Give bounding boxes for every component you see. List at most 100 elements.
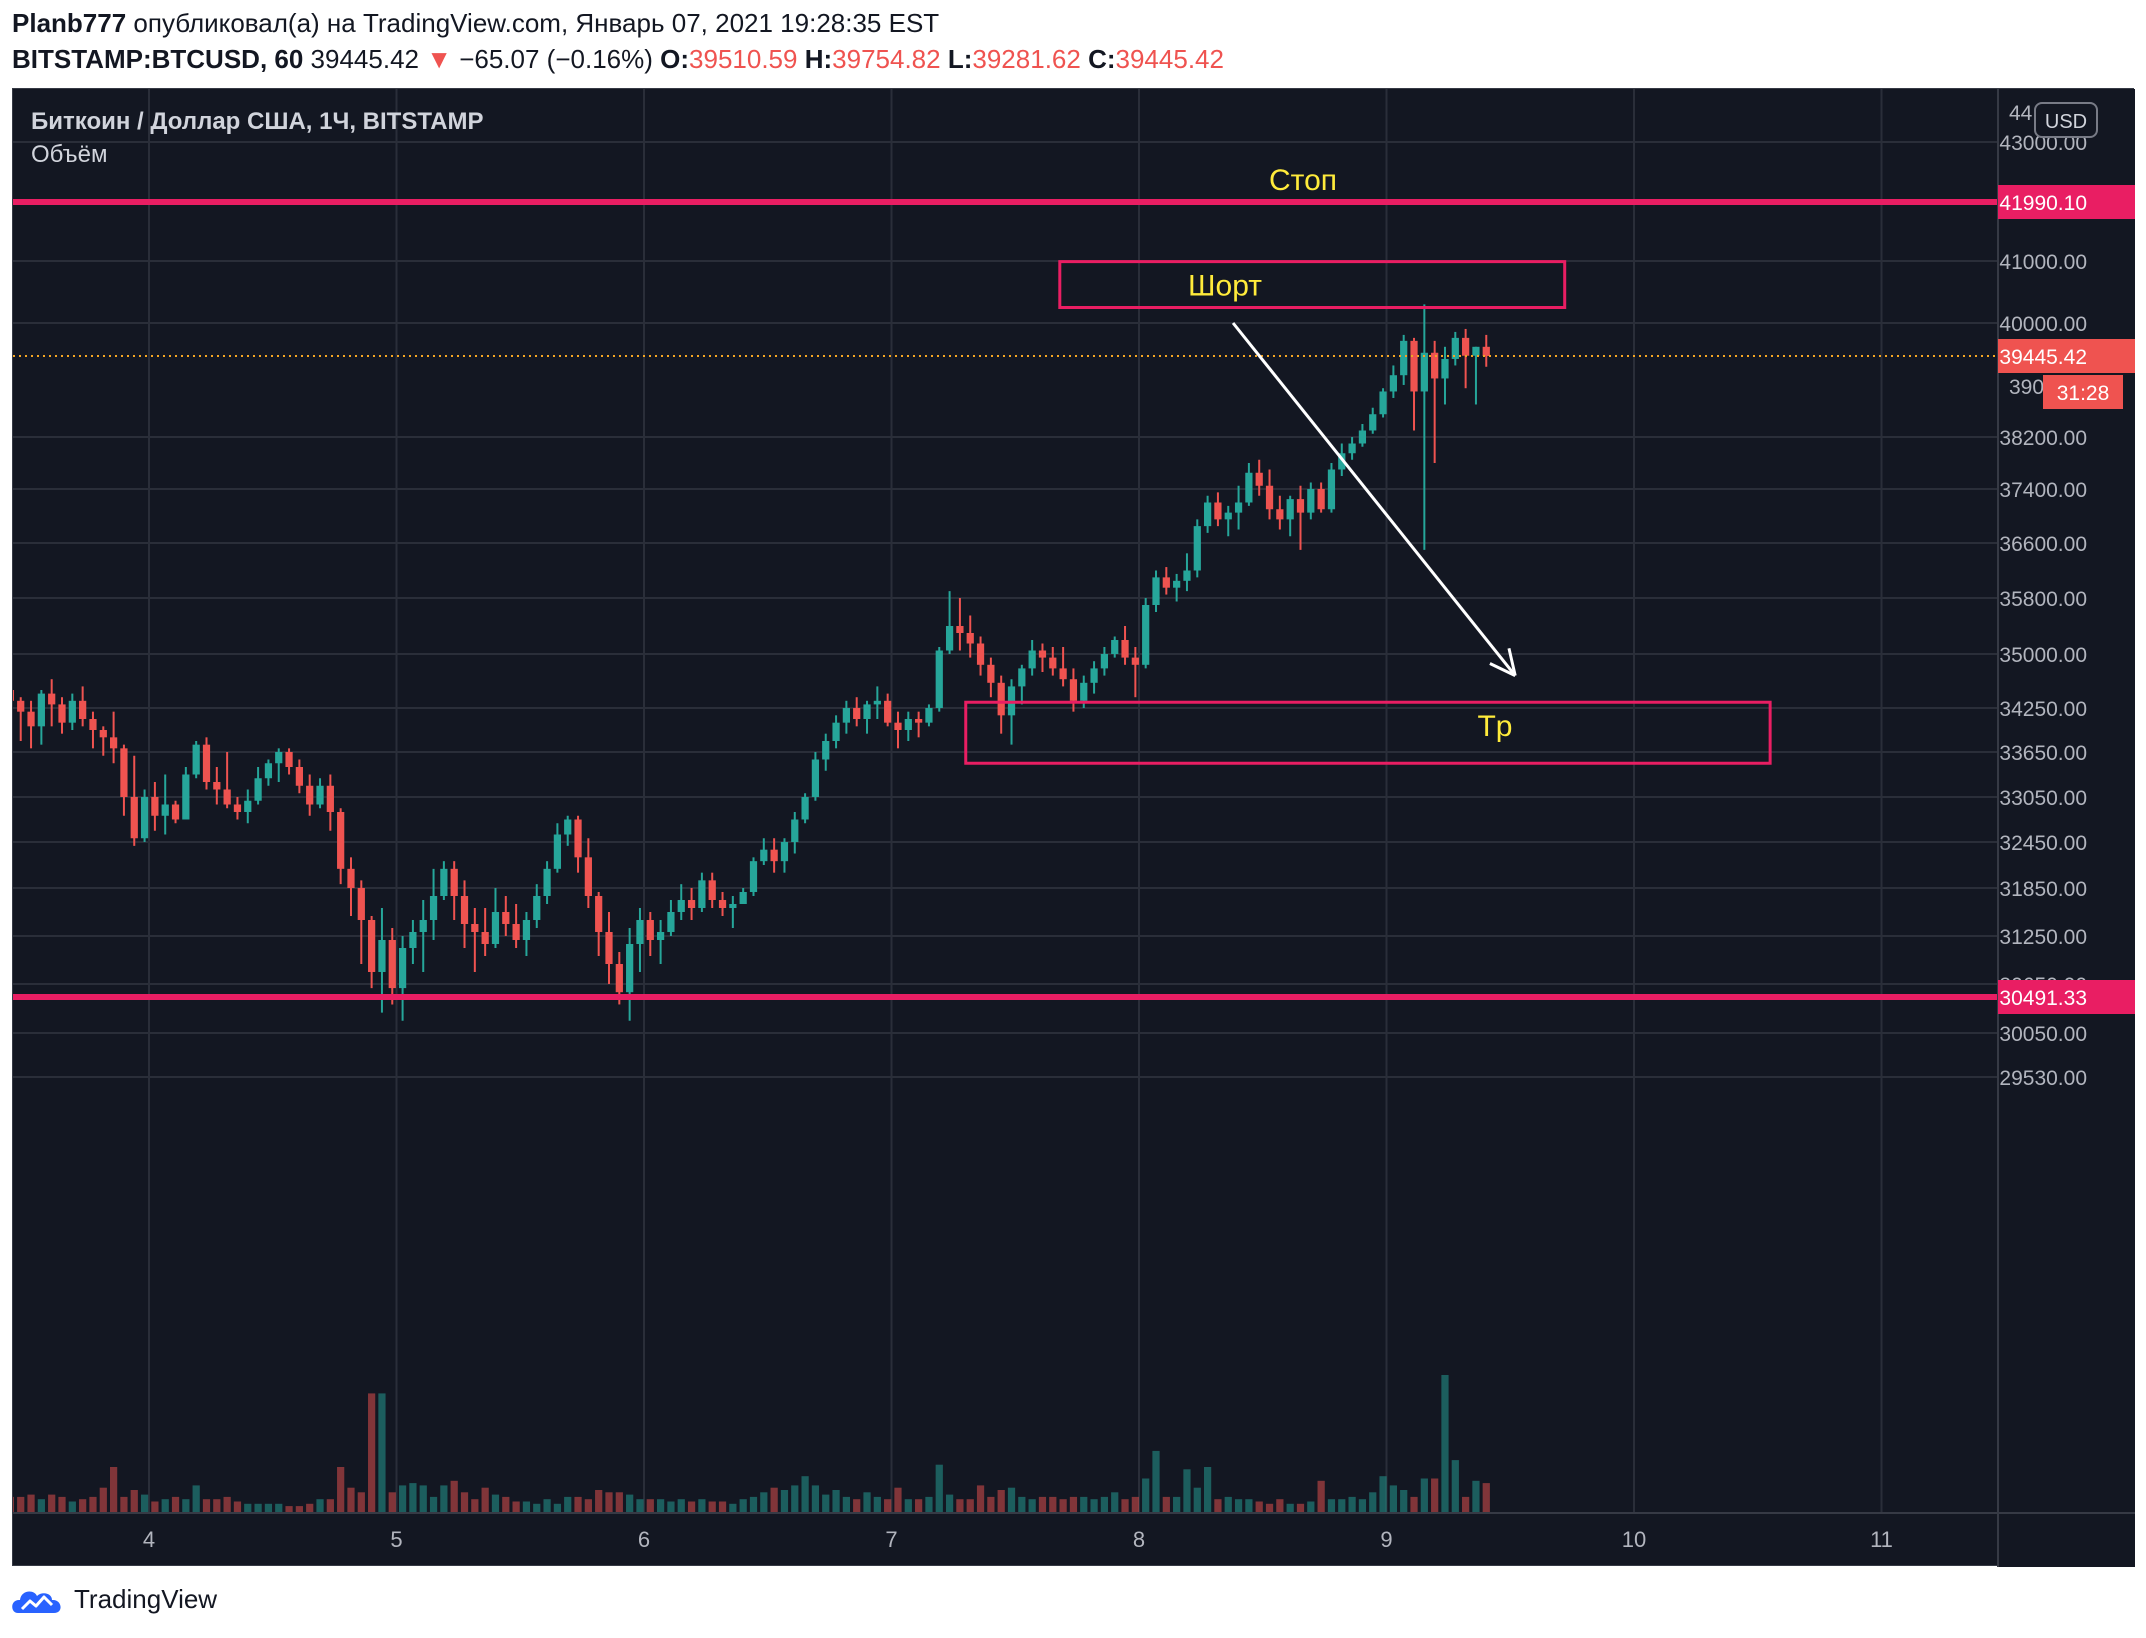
candle-body[interactable] bbox=[1379, 391, 1387, 415]
candle-body[interactable] bbox=[1090, 668, 1098, 683]
candle-body[interactable] bbox=[574, 819, 582, 858]
candle-body[interactable] bbox=[822, 741, 830, 760]
candle-body[interactable] bbox=[1224, 512, 1232, 520]
candle-body[interactable] bbox=[1307, 489, 1315, 513]
candle-body[interactable] bbox=[853, 708, 861, 719]
candle-body[interactable] bbox=[481, 932, 489, 944]
candle-body[interactable] bbox=[873, 700, 881, 705]
projection-arrow[interactable] bbox=[1231, 322, 1517, 677]
candle-body[interactable] bbox=[1400, 340, 1408, 376]
candle-body[interactable] bbox=[192, 744, 200, 775]
arrow-shaft[interactable] bbox=[1231, 322, 1517, 677]
currency-button[interactable]: USD bbox=[2034, 102, 2098, 138]
candle-body[interactable] bbox=[1276, 509, 1284, 520]
candle-body[interactable] bbox=[1142, 605, 1150, 665]
candle-body[interactable] bbox=[1482, 346, 1490, 357]
candle-body[interactable] bbox=[1203, 502, 1212, 527]
candle-body[interactable] bbox=[1018, 668, 1026, 687]
candle-body[interactable] bbox=[368, 920, 376, 972]
candle-body[interactable] bbox=[987, 664, 995, 683]
candle-body[interactable] bbox=[502, 912, 510, 924]
candle-body[interactable] bbox=[109, 737, 118, 749]
candle-body[interactable] bbox=[48, 693, 56, 705]
candle-body[interactable] bbox=[584, 857, 592, 896]
candle-body[interactable] bbox=[729, 904, 737, 908]
candle-body[interactable] bbox=[1317, 489, 1325, 510]
candle-body[interactable] bbox=[1152, 577, 1160, 605]
candle-body[interactable] bbox=[904, 719, 912, 730]
candle-body[interactable] bbox=[1049, 657, 1057, 669]
candle-body[interactable] bbox=[285, 752, 293, 767]
candle-body[interactable] bbox=[595, 896, 603, 932]
candle-body[interactable] bbox=[1183, 570, 1191, 581]
candle-body[interactable] bbox=[1121, 640, 1129, 658]
candle-body[interactable] bbox=[1431, 352, 1439, 379]
short-zone[interactable] bbox=[1058, 260, 1567, 309]
candle-body[interactable] bbox=[677, 900, 685, 912]
candle-body[interactable] bbox=[491, 912, 500, 944]
candle-body[interactable] bbox=[357, 888, 365, 920]
candle-body[interactable] bbox=[1245, 472, 1253, 503]
candle-body[interactable] bbox=[1028, 650, 1036, 669]
candle-body[interactable] bbox=[945, 626, 954, 651]
candle-body[interactable] bbox=[13, 690, 15, 701]
candle-body[interactable] bbox=[863, 704, 871, 719]
candle-body[interactable] bbox=[739, 892, 747, 904]
arrow-head[interactable] bbox=[1507, 647, 1517, 676]
candle-body[interactable] bbox=[316, 785, 324, 805]
candle-body[interactable] bbox=[667, 912, 675, 932]
candle-body[interactable] bbox=[151, 797, 159, 816]
candle-body[interactable] bbox=[223, 789, 231, 805]
candle-body[interactable] bbox=[1451, 337, 1459, 359]
candle-body[interactable] bbox=[337, 812, 345, 869]
candle-body[interactable] bbox=[1441, 358, 1449, 379]
candle-body[interactable] bbox=[398, 948, 407, 989]
candle-body[interactable] bbox=[27, 711, 35, 727]
candle-body[interactable] bbox=[254, 778, 262, 801]
candle-body[interactable] bbox=[1234, 502, 1243, 513]
candle-body[interactable] bbox=[264, 763, 273, 779]
time-axis[interactable]: 4 5 6 7 8 9 10 11 bbox=[143, 1527, 1893, 1552]
candle-body[interactable] bbox=[120, 748, 128, 797]
candle-body[interactable] bbox=[749, 861, 758, 892]
candle-body[interactable] bbox=[1369, 414, 1377, 431]
candle-body[interactable] bbox=[656, 932, 665, 940]
author-name[interactable]: Planb777 bbox=[12, 8, 127, 38]
candle-body[interactable] bbox=[1173, 580, 1181, 588]
candle-body[interactable] bbox=[832, 722, 840, 741]
candle-body[interactable] bbox=[564, 819, 572, 835]
candle-body[interactable] bbox=[1214, 502, 1222, 520]
candle-body[interactable] bbox=[925, 708, 933, 723]
candle-body[interactable] bbox=[976, 643, 985, 665]
candle-body[interactable] bbox=[1255, 472, 1263, 486]
candle-body[interactable] bbox=[615, 964, 623, 993]
candle-body[interactable] bbox=[429, 896, 438, 920]
candle-body[interactable] bbox=[1100, 654, 1109, 669]
candle-body[interactable] bbox=[884, 700, 892, 723]
candle-body[interactable] bbox=[450, 868, 458, 896]
candle-body[interactable] bbox=[760, 849, 768, 862]
candle-body[interactable] bbox=[17, 700, 25, 712]
candle-body[interactable] bbox=[440, 868, 448, 896]
candle-body[interactable] bbox=[306, 785, 314, 805]
candle-body[interactable] bbox=[1358, 430, 1367, 444]
candle-body[interactable] bbox=[37, 693, 45, 727]
candle-body[interactable] bbox=[1111, 640, 1119, 654]
candle-body[interactable] bbox=[378, 940, 386, 972]
candle-body[interactable] bbox=[460, 896, 469, 924]
candle-body[interactable] bbox=[522, 920, 531, 940]
candle-body[interactable] bbox=[915, 719, 923, 723]
candle-body[interactable] bbox=[811, 759, 820, 798]
candle-body[interactable] bbox=[966, 633, 974, 644]
price-axis[interactable]: 43000.0041000.0040000.0038200.0037400.00… bbox=[1999, 102, 2087, 1090]
candle-body[interactable] bbox=[171, 804, 180, 820]
candle-body[interactable] bbox=[68, 700, 76, 723]
candle-body[interactable] bbox=[1193, 526, 1201, 571]
candle-body[interactable] bbox=[1059, 668, 1067, 680]
candle-body[interactable] bbox=[533, 896, 541, 920]
candle-body[interactable] bbox=[997, 682, 1005, 716]
price-scale-background[interactable] bbox=[1998, 89, 2135, 1567]
candle-body[interactable] bbox=[1069, 679, 1078, 701]
candle-body[interactable] bbox=[1265, 485, 1274, 510]
candle-body[interactable] bbox=[626, 944, 634, 993]
